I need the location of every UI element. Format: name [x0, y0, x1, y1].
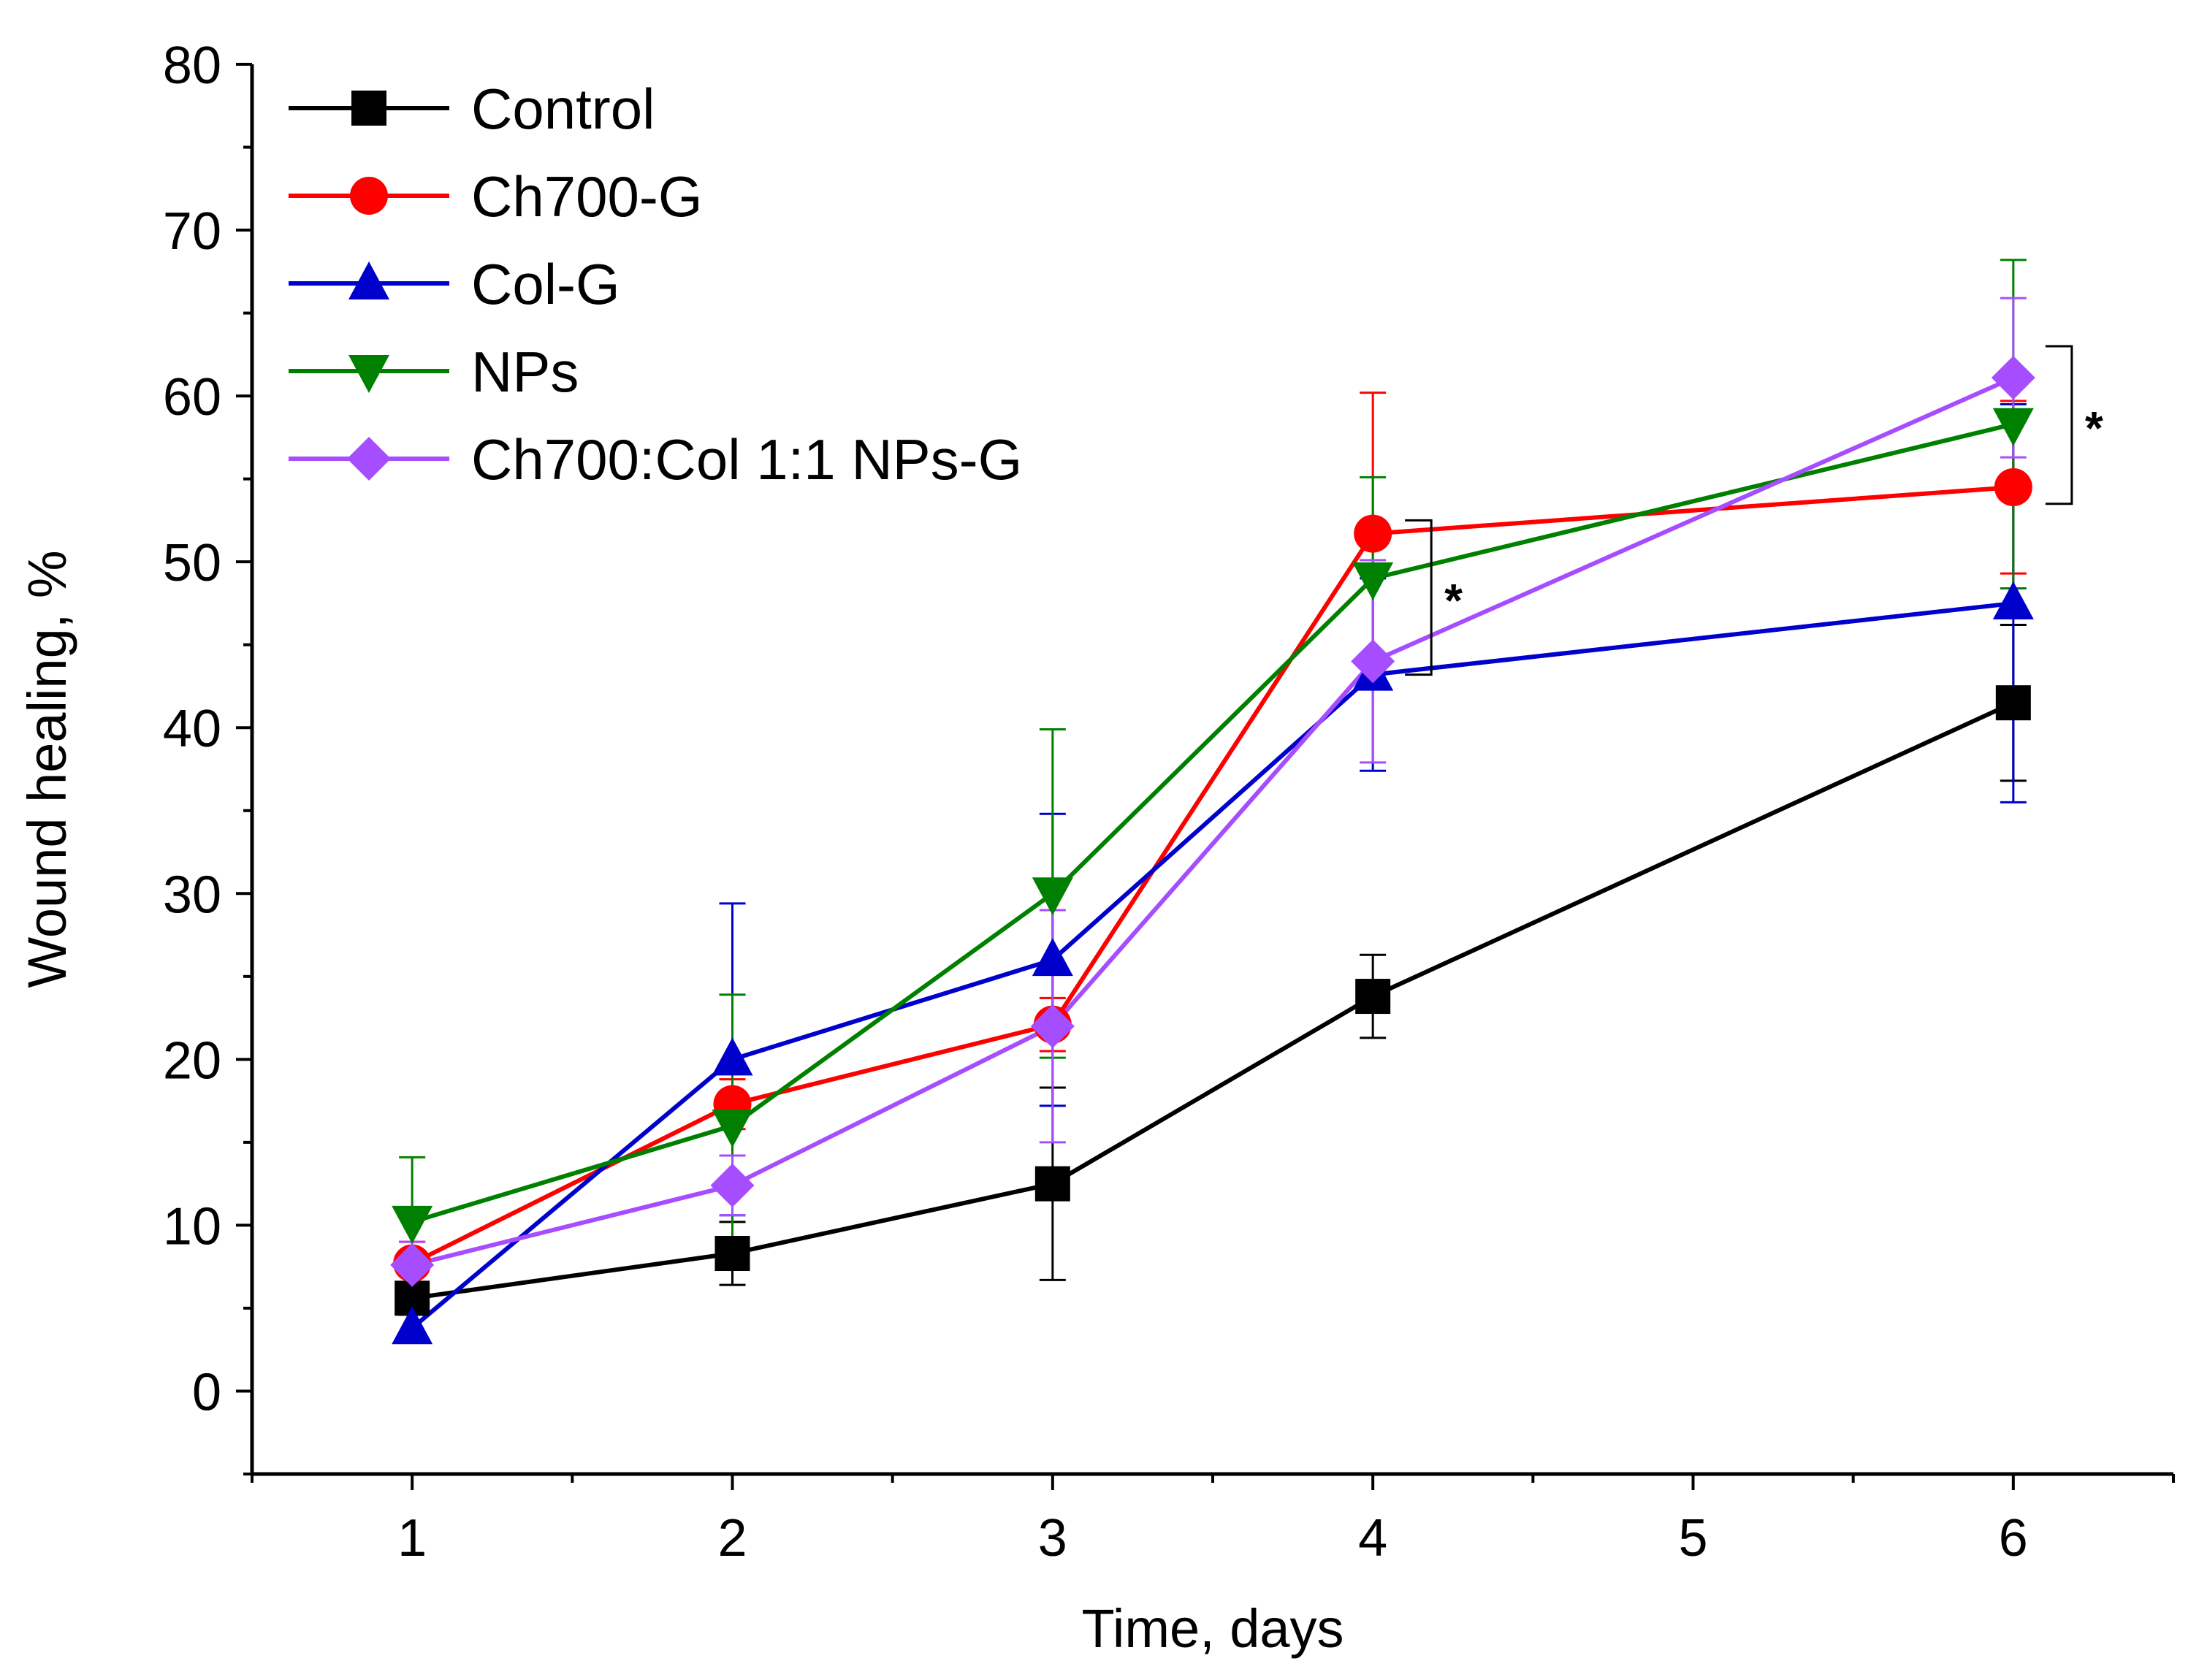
x-axis-title: Time, days [1081, 1598, 1344, 1659]
x-tick-label: 4 [1358, 1509, 1387, 1568]
significance-label: * [2085, 402, 2103, 454]
data-point [392, 1306, 433, 1345]
series-lines [411, 375, 2015, 1330]
legend: Control Ch700-G Col-G NPs Ch700:Col 1:1 NPs-… [289, 77, 1022, 492]
y-tick-label: 30 [163, 866, 221, 924]
legend-label: NPs [471, 340, 579, 404]
data-point [1030, 1004, 1075, 1048]
data-point [1354, 514, 1392, 553]
x-tick-label: 3 [1038, 1509, 1067, 1568]
error-bars [399, 259, 2027, 1343]
y-tick-label: 10 [163, 1197, 221, 1256]
y-tick-label: 0 [192, 1363, 221, 1421]
legend-marker [348, 355, 389, 393]
x-tick-label: 2 [717, 1509, 747, 1568]
data-point [1032, 877, 1073, 916]
x-tick-label: 1 [397, 1509, 427, 1568]
data-point [1034, 1166, 1070, 1202]
series-line-3 [411, 421, 2014, 1224]
data-point [1991, 356, 2035, 400]
significance-annotations: ** [1405, 345, 2103, 676]
legend-marker [347, 437, 391, 481]
legend-label: Ch700:Col 1:1 NPs-G [471, 427, 1022, 492]
y-tick-label: 70 [163, 202, 221, 261]
data-point [1352, 562, 1394, 600]
y-tick-label: 80 [163, 37, 221, 95]
data-point [712, 1110, 753, 1148]
series-line-2 [411, 600, 2014, 1330]
data-point [710, 1163, 755, 1207]
y-tick-label: 50 [163, 534, 221, 592]
x-tick-label: 6 [1999, 1509, 2028, 1568]
series-line-0 [411, 700, 2015, 1301]
series-line-1 [411, 485, 2014, 1266]
significance-bracket [1405, 519, 1433, 676]
legend-label: Ch700-G [471, 164, 703, 229]
data-point [392, 1205, 433, 1244]
y-tick-label: 60 [163, 368, 221, 427]
legend-marker [350, 177, 388, 215]
data-point [714, 1236, 750, 1272]
data-point [1355, 979, 1391, 1015]
x-tick-label: 5 [1678, 1509, 1707, 1568]
y-tick-label: 20 [163, 1031, 221, 1090]
data-point [1032, 938, 1073, 977]
data-point [1995, 685, 2031, 721]
y-axis-title: Wound healing, % [17, 550, 77, 988]
axes: 0 10 20 30 40 50 60 70 80 1 2 3 4 5 6 [163, 37, 2175, 1568]
legend-label: Col-G [471, 252, 620, 316]
data-point [1994, 468, 2032, 506]
legend-marker [351, 91, 386, 126]
significance-bracket [2045, 345, 2073, 505]
legend-label: Control [471, 77, 655, 141]
y-tick-label: 40 [163, 700, 221, 758]
data-point [1351, 639, 1395, 684]
data-point [1992, 408, 2034, 446]
data-point [712, 1037, 753, 1076]
data-point [390, 1242, 435, 1287]
significance-label: * [1444, 574, 1463, 627]
data-point [1992, 581, 2034, 619]
legend-marker [348, 261, 389, 299]
series-markers [390, 356, 2035, 1345]
series-line-4 [411, 375, 2015, 1267]
